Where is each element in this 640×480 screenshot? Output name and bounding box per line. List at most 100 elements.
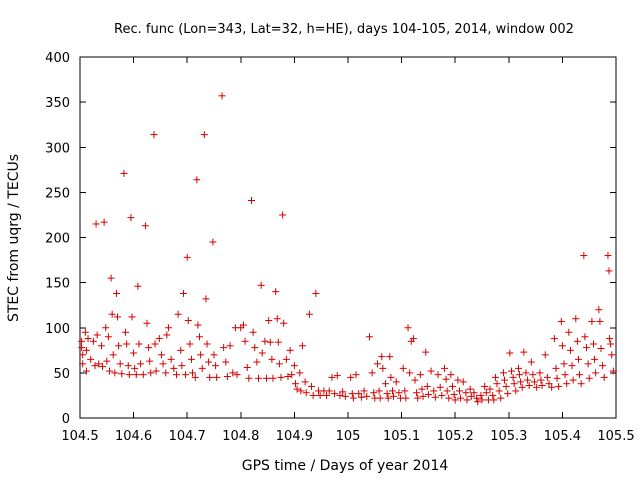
data-point bbox=[132, 371, 140, 379]
data-point bbox=[383, 390, 391, 398]
data-point bbox=[297, 387, 305, 395]
data-point bbox=[434, 371, 442, 379]
data-point bbox=[145, 344, 153, 352]
data-point bbox=[569, 376, 577, 384]
data-point bbox=[447, 371, 455, 379]
data-point bbox=[378, 353, 386, 361]
data-point bbox=[210, 351, 218, 359]
data-point bbox=[355, 390, 363, 398]
data-point bbox=[524, 376, 532, 384]
data-point bbox=[163, 331, 171, 339]
data-point bbox=[305, 310, 313, 318]
data-point bbox=[416, 371, 424, 379]
data-point bbox=[418, 385, 426, 393]
data-point bbox=[510, 380, 518, 388]
data-point bbox=[87, 355, 95, 363]
data-point bbox=[223, 372, 231, 380]
data-point bbox=[170, 364, 178, 372]
data-point bbox=[589, 340, 597, 348]
data-point bbox=[265, 317, 273, 325]
data-point bbox=[467, 392, 475, 400]
data-point bbox=[229, 369, 237, 377]
data-point bbox=[548, 383, 556, 391]
data-point bbox=[454, 376, 462, 384]
data-point bbox=[443, 387, 451, 395]
data-point bbox=[404, 324, 412, 332]
data-point bbox=[401, 387, 409, 395]
data-point bbox=[538, 382, 546, 390]
data-point bbox=[373, 360, 381, 368]
data-point bbox=[527, 358, 535, 366]
data-point bbox=[427, 367, 435, 375]
x-tick-label: 105.4 bbox=[544, 429, 581, 444]
data-point bbox=[312, 289, 320, 297]
data-point bbox=[512, 387, 520, 395]
data-point bbox=[127, 214, 135, 222]
x-tick-label: 104.8 bbox=[222, 429, 259, 444]
data-point bbox=[308, 382, 316, 390]
data-point bbox=[178, 362, 186, 370]
data-point bbox=[103, 357, 111, 365]
data-point bbox=[379, 364, 387, 372]
data-point bbox=[99, 363, 107, 371]
data-point bbox=[120, 169, 128, 177]
data-point bbox=[370, 389, 378, 397]
data-point bbox=[473, 394, 481, 402]
data-point bbox=[172, 371, 180, 379]
data-point bbox=[561, 371, 569, 379]
x-tick-label: 105 bbox=[336, 429, 361, 444]
data-point bbox=[386, 353, 394, 361]
data-point bbox=[203, 340, 211, 348]
data-point bbox=[591, 355, 599, 363]
data-point bbox=[134, 282, 142, 290]
data-point bbox=[392, 378, 400, 386]
data-point bbox=[529, 371, 537, 379]
data-point bbox=[95, 360, 103, 368]
data-point bbox=[279, 211, 287, 219]
data-point bbox=[553, 374, 561, 382]
data-point bbox=[481, 382, 489, 390]
data-point bbox=[135, 340, 143, 348]
data-point bbox=[111, 369, 119, 377]
data-point bbox=[520, 348, 528, 356]
data-point bbox=[406, 369, 414, 377]
data-point bbox=[249, 328, 257, 336]
data-point bbox=[438, 391, 446, 399]
data-point bbox=[493, 380, 501, 388]
data-point bbox=[213, 373, 221, 381]
data-point bbox=[269, 374, 277, 382]
x-tick-label: 105.3 bbox=[490, 429, 527, 444]
data-point bbox=[114, 313, 122, 321]
data-point bbox=[424, 391, 432, 399]
data-point bbox=[365, 333, 373, 341]
data-point bbox=[328, 373, 336, 381]
data-point bbox=[555, 382, 563, 390]
data-point bbox=[580, 252, 588, 260]
data-point bbox=[450, 391, 458, 399]
data-point bbox=[411, 376, 419, 384]
data-point bbox=[490, 396, 498, 404]
data-point bbox=[413, 389, 421, 397]
axis-ticks bbox=[79, 56, 617, 419]
y-tick-label: 150 bbox=[45, 277, 70, 292]
data-point bbox=[266, 338, 274, 346]
data-point bbox=[218, 92, 226, 100]
data-point bbox=[209, 238, 217, 246]
data-point bbox=[108, 310, 116, 318]
data-point bbox=[155, 335, 163, 343]
data-point bbox=[576, 371, 584, 379]
data-point bbox=[583, 344, 591, 352]
data-point bbox=[609, 367, 617, 375]
data-point bbox=[286, 346, 294, 354]
data-point bbox=[457, 394, 465, 402]
data-point bbox=[339, 388, 347, 396]
data-point bbox=[274, 338, 282, 346]
data-point bbox=[268, 355, 276, 363]
data-point bbox=[177, 346, 185, 354]
data-point bbox=[501, 376, 509, 384]
data-point bbox=[423, 382, 431, 390]
data-point bbox=[296, 369, 304, 377]
data-point bbox=[565, 328, 573, 336]
data-point bbox=[280, 319, 288, 327]
data-point bbox=[263, 374, 271, 382]
